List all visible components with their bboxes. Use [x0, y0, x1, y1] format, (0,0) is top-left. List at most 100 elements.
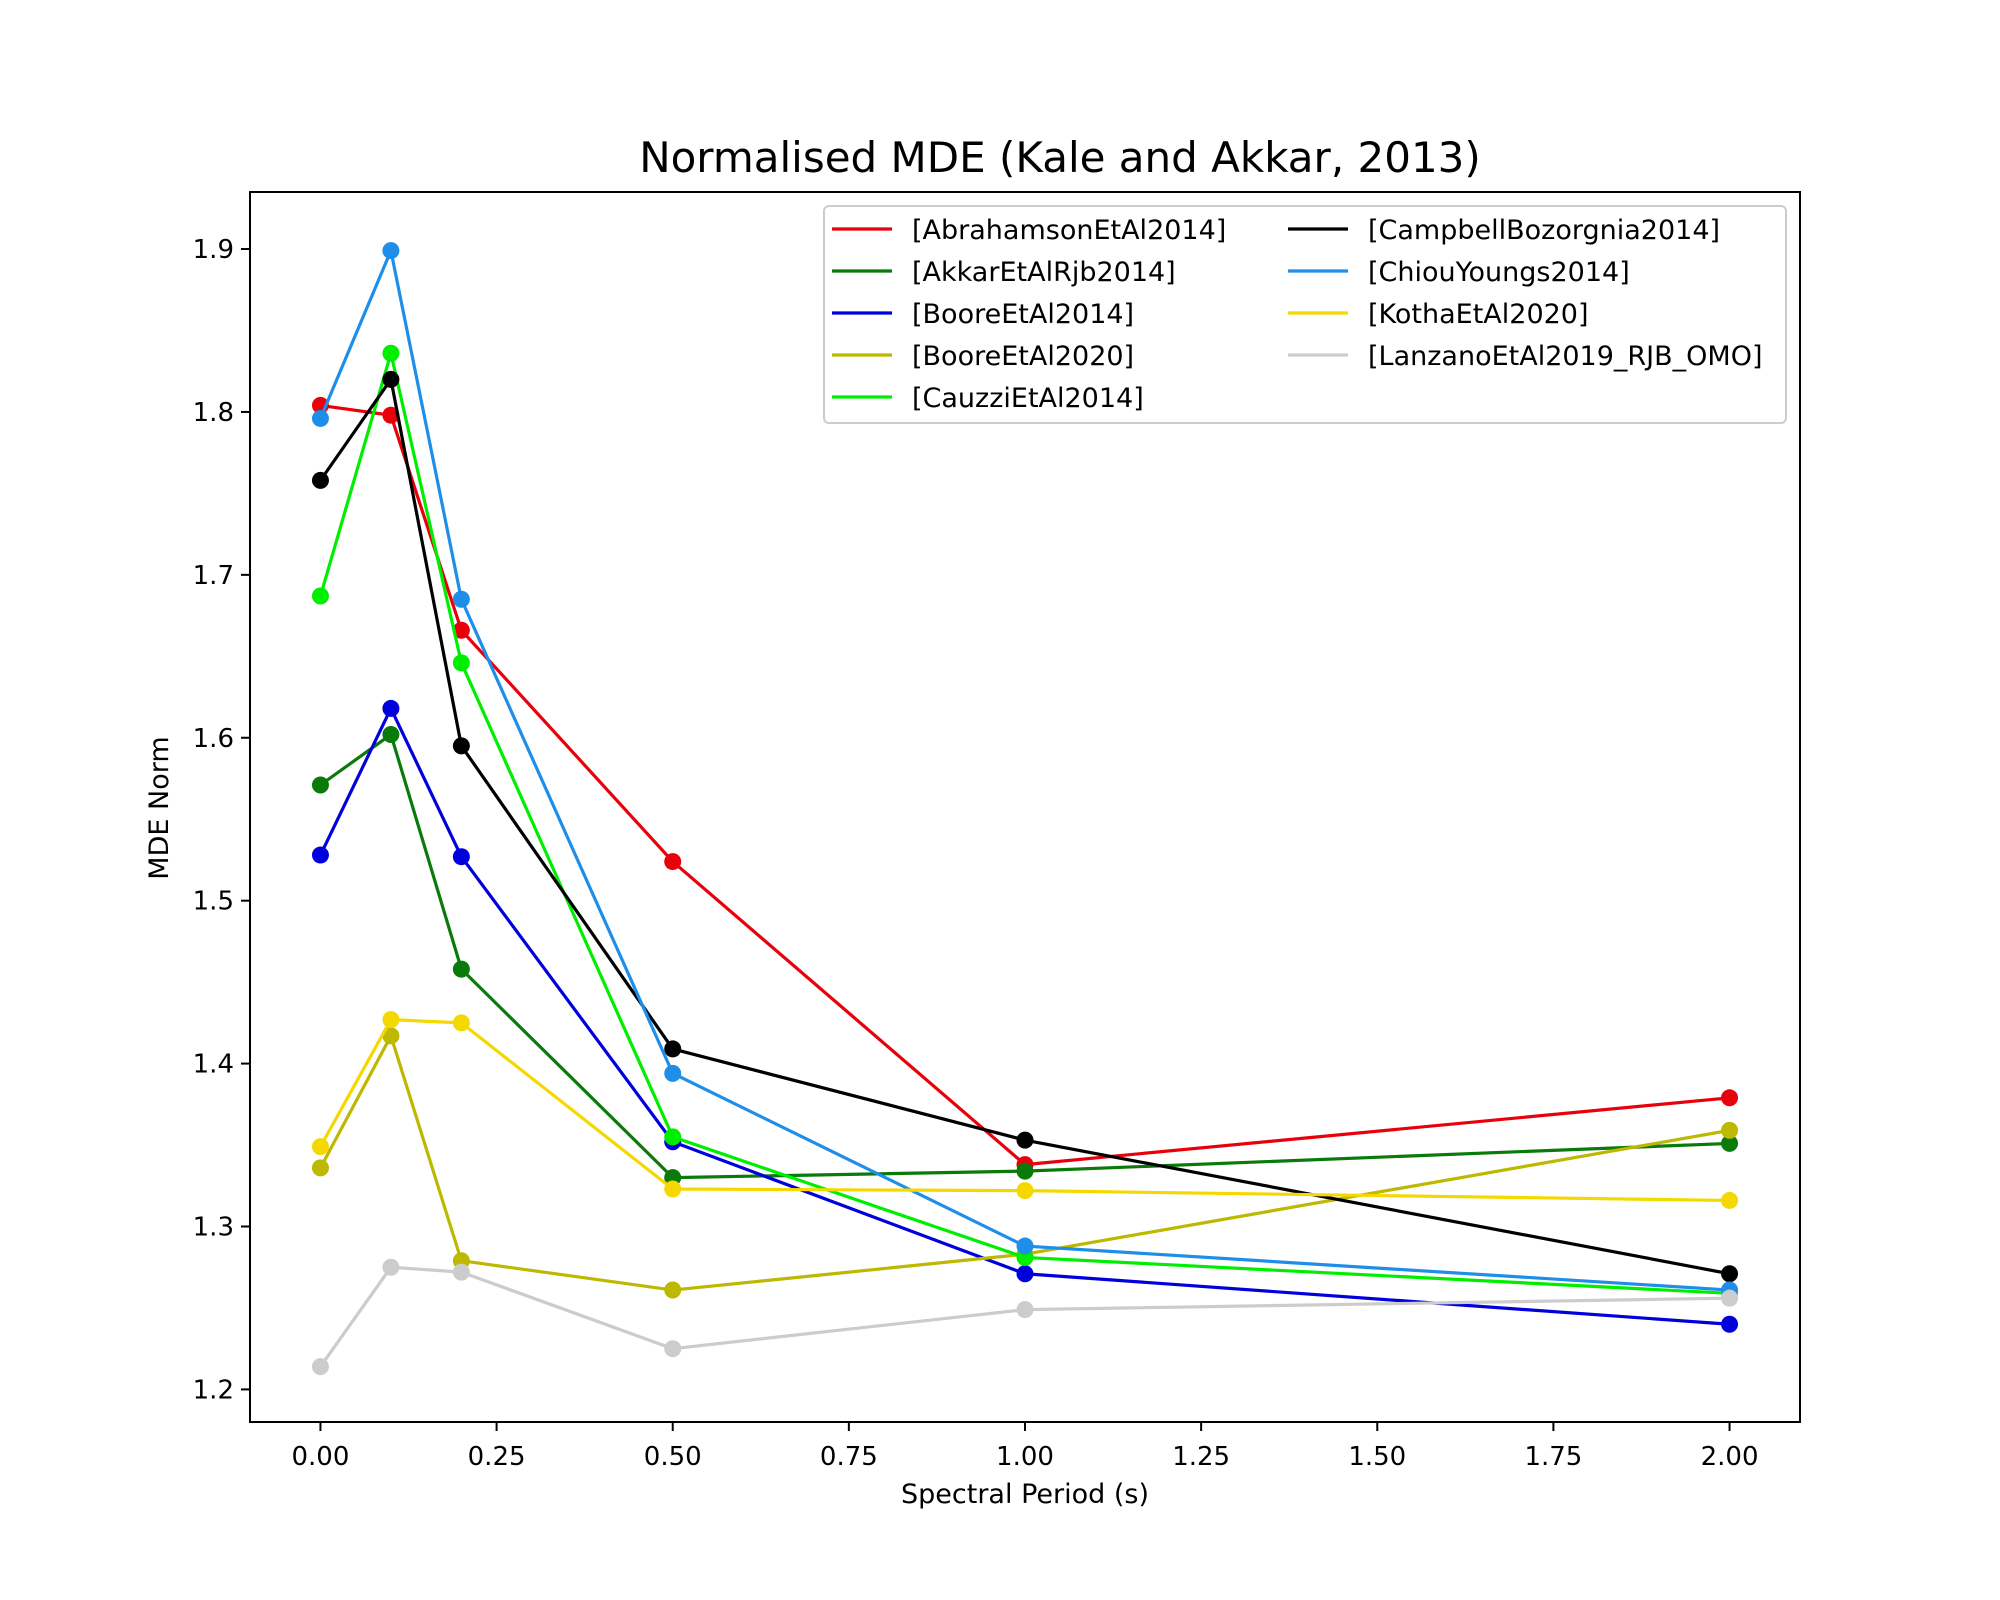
x-axis-label: Spectral Period (s) — [901, 1479, 1149, 1510]
y-axis: 1.2 1.3 1.4 1.5 1.6 1.7 1.8 1.9 — [193, 235, 250, 1405]
data-point — [452, 848, 470, 866]
y-tick-label: 1.5 — [193, 887, 234, 917]
data-point — [382, 1011, 400, 1029]
data-point — [452, 737, 470, 755]
legend-item: [CampbellBozorgnia2014] — [1288, 215, 1720, 246]
data-point — [452, 1263, 470, 1281]
x-tick-label: 2.00 — [1701, 1442, 1759, 1472]
data-point — [664, 853, 682, 871]
data-point — [664, 1340, 682, 1358]
data-point — [1721, 1315, 1739, 1333]
x-tick-label: 0.25 — [468, 1442, 526, 1472]
data-point — [452, 654, 470, 672]
data-point — [382, 726, 400, 744]
legend-label: [ChiouYoungs2014] — [1368, 257, 1630, 288]
data-point — [382, 370, 400, 388]
chart-title: Normalised MDE (Kale and Akkar, 2013) — [639, 133, 1481, 182]
data-point — [311, 776, 329, 794]
data-point — [1016, 1265, 1034, 1283]
data-point — [311, 587, 329, 605]
y-tick-label: 1.2 — [193, 1375, 234, 1405]
data-point — [311, 1358, 329, 1376]
legend: [AbrahamsonEtAl2014] [AkkarEtAlRjb2014] [B… — [823, 205, 1787, 424]
data-point — [1721, 1191, 1739, 1209]
data-point — [1016, 1237, 1034, 1255]
x-tick-label: 1.25 — [1172, 1442, 1230, 1472]
data-point — [664, 1180, 682, 1198]
y-axis-label: MDE Norm — [144, 736, 175, 879]
data-point — [1721, 1134, 1739, 1152]
x-tick-label: 1.00 — [996, 1442, 1054, 1472]
series-5 — [311, 370, 1739, 1283]
series-line — [319, 1034, 1730, 1292]
data-point — [1721, 1121, 1739, 1139]
data-point — [1016, 1182, 1034, 1200]
data-point — [311, 1138, 329, 1156]
data-point — [382, 699, 400, 717]
series-layer — [311, 242, 1739, 1376]
legend-label: [CauzziEtAl2014] — [912, 383, 1144, 414]
legend-label: [BooreEtAl2014] — [912, 299, 1134, 330]
x-tick-label: 0.75 — [820, 1442, 878, 1472]
data-point — [311, 409, 329, 427]
y-tick-label: 1.3 — [193, 1213, 234, 1243]
y-tick-label: 1.4 — [193, 1050, 234, 1080]
data-point — [1016, 1131, 1034, 1149]
series-line — [319, 377, 1730, 1276]
legend-label: [CampbellBozorgnia2014] — [1368, 215, 1720, 246]
legend-item: [KothaEtAl2020] — [1288, 299, 1589, 330]
series-line — [318, 249, 1730, 1292]
data-point — [664, 1128, 682, 1146]
x-tick-label: 1.75 — [1524, 1442, 1582, 1472]
data-point — [452, 1014, 470, 1032]
y-tick-label: 1.8 — [193, 398, 234, 428]
x-tick-label: 0.50 — [644, 1442, 702, 1472]
x-tick-label: 0.00 — [292, 1442, 350, 1472]
data-point — [664, 1040, 682, 1058]
series-1 — [311, 726, 1739, 1187]
data-point — [452, 960, 470, 978]
series-7 — [311, 1011, 1739, 1209]
data-point — [311, 1159, 329, 1177]
series-line — [319, 1265, 1730, 1368]
series-line — [320, 403, 1730, 1167]
data-point — [1016, 1301, 1034, 1319]
legend-label: [BooreEtAl2020] — [912, 341, 1134, 372]
legend-item: [LanzanoEtAl2019_RJB_OMO] — [1288, 341, 1763, 372]
data-point — [382, 344, 400, 362]
data-point — [452, 590, 470, 608]
legend-item: [AkkarEtAlRjb2014] — [832, 257, 1176, 288]
y-tick-label: 1.7 — [193, 561, 234, 591]
data-point — [382, 406, 400, 424]
series-0 — [311, 396, 1739, 1174]
legend-item: [ChiouYoungs2014] — [1288, 257, 1630, 288]
x-tick-label: 1.50 — [1348, 1442, 1406, 1472]
y-tick-label: 1.6 — [193, 724, 234, 754]
data-point — [1721, 1089, 1739, 1107]
data-point — [1721, 1265, 1739, 1283]
data-point — [664, 1064, 682, 1082]
series-line — [319, 1018, 1730, 1203]
legend-item: [BooreEtAl2020] — [832, 341, 1134, 372]
data-point — [1721, 1289, 1739, 1307]
legend-item: [AbrahamsonEtAl2014] — [832, 215, 1226, 246]
data-point — [1016, 1162, 1034, 1180]
legend-label: [LanzanoEtAl2019_RJB_OMO] — [1368, 341, 1763, 372]
legend-label: [KothaEtAl2020] — [1368, 299, 1589, 330]
data-point — [664, 1281, 682, 1299]
series-8 — [311, 1258, 1739, 1376]
data-point — [311, 846, 329, 864]
series-line — [319, 706, 1730, 1326]
data-point — [382, 242, 400, 260]
data-point — [382, 1258, 400, 1276]
series-line — [319, 732, 1730, 1180]
data-point — [382, 1027, 400, 1045]
legend-label: [AbrahamsonEtAl2014] — [912, 215, 1226, 246]
legend-label: [AkkarEtAlRjb2014] — [912, 257, 1176, 288]
x-axis: 0.00 0.25 0.50 0.75 1.00 1.25 1.50 1.75 2.00 — [292, 1422, 1759, 1472]
y-tick-label: 1.9 — [193, 235, 234, 265]
data-point — [452, 621, 470, 639]
legend-item: [CauzziEtAl2014] — [832, 383, 1144, 414]
legend-item: [BooreEtAl2014] — [832, 299, 1134, 330]
